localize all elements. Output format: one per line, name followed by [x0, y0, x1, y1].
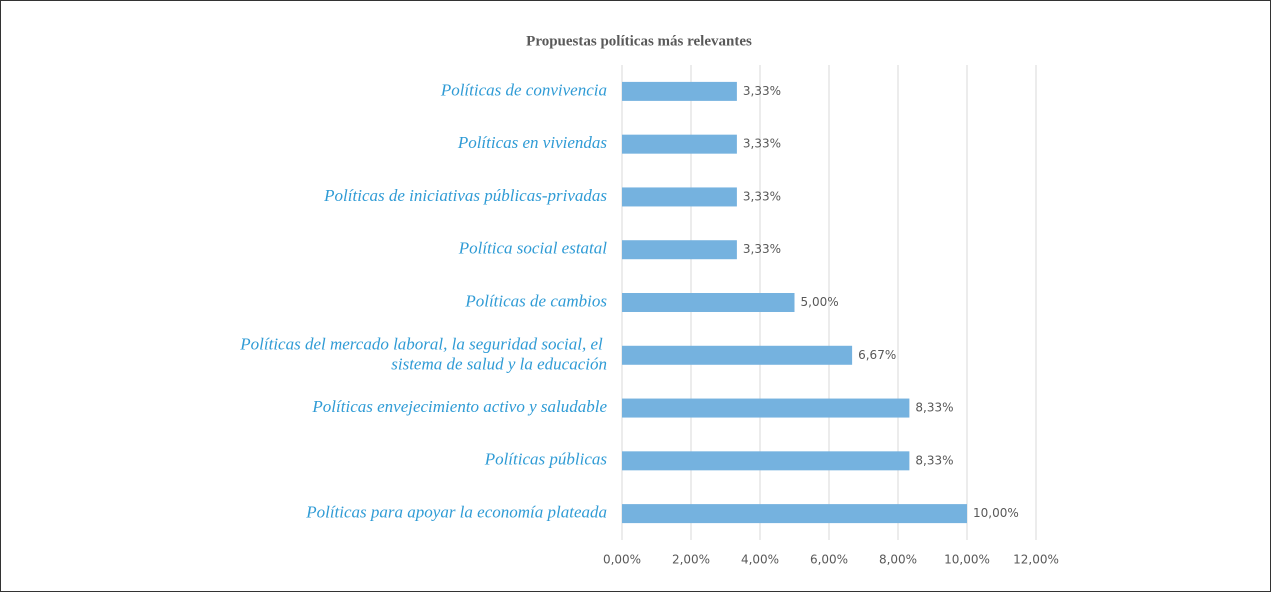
- bar: [622, 187, 737, 207]
- y-tick-label: Políticas de cambios: [464, 291, 607, 310]
- bar: [622, 240, 737, 260]
- y-tick-label: Políticas envejecimiento activo y saluda…: [311, 397, 607, 416]
- bar: [622, 81, 737, 101]
- data-label: 8,33%: [915, 401, 953, 415]
- y-tick-label: Políticas para apoyar la economía platea…: [305, 503, 607, 522]
- data-label: 5,00%: [801, 295, 839, 309]
- bar: [622, 134, 737, 154]
- x-tick-label: 8,00%: [879, 553, 917, 567]
- data-label: 6,67%: [858, 348, 896, 362]
- data-label: 8,33%: [915, 453, 953, 467]
- y-tick-label: Políticas en viviendas: [457, 133, 608, 152]
- x-tick-label: 12,00%: [1013, 553, 1059, 567]
- bar: [622, 293, 795, 312]
- bar: [622, 504, 967, 524]
- chart-title: Propuestas políticas más relevantes: [526, 33, 752, 49]
- bar: [622, 398, 910, 418]
- x-tick-label: 4,00%: [741, 553, 779, 567]
- y-tick-label: Políticas de iniciativas públicas-privad…: [323, 186, 607, 205]
- data-label: 3,33%: [743, 242, 781, 256]
- y-tick-label: Políticas del mercado laboral, la seguri…: [239, 334, 607, 373]
- y-tick-label: Políticas públicas: [484, 450, 608, 469]
- x-tick-label: 6,00%: [810, 553, 848, 567]
- y-tick-label: Política social estatal: [458, 239, 608, 258]
- y-tick-label: Políticas de convivencia: [440, 80, 607, 99]
- data-label: 3,33%: [743, 189, 781, 203]
- data-label: 10,00%: [973, 506, 1019, 520]
- x-tick-label: 0,00%: [603, 553, 641, 567]
- data-label: 3,33%: [743, 84, 781, 98]
- bar: [622, 451, 910, 471]
- x-tick-label: 10,00%: [944, 553, 990, 567]
- data-label: 3,33%: [743, 137, 781, 151]
- bar: [622, 345, 853, 365]
- x-tick-label: 2,00%: [672, 553, 710, 567]
